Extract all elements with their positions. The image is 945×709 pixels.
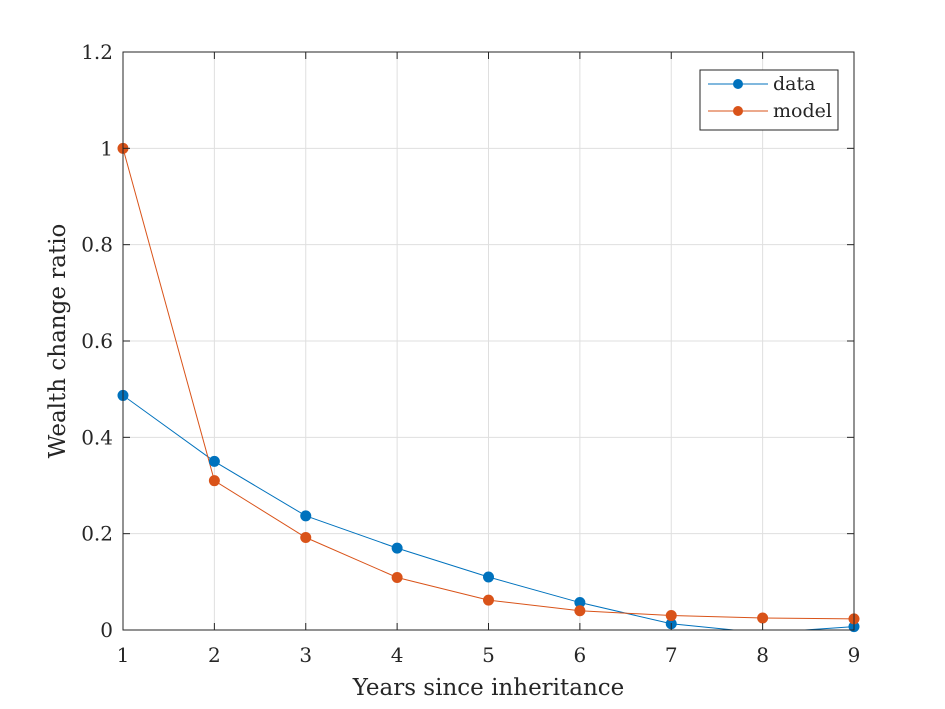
y-tick-label: 1.2 [81, 40, 113, 64]
y-tick-label: 0.2 [81, 522, 113, 546]
data-point-model [483, 594, 494, 606]
x-tick-label: 4 [391, 643, 404, 667]
x-tick-label: 7 [665, 643, 678, 667]
y-tick-label: 1 [100, 136, 113, 160]
data-point-data [483, 571, 494, 583]
data-point-model [391, 571, 403, 583]
data-point-data [208, 455, 220, 467]
data-markers [117, 142, 860, 633]
data-point-data [391, 542, 403, 554]
y-tick-label: 0 [100, 618, 113, 642]
y-tick-label: 0.8 [81, 233, 113, 257]
data-point-model [300, 532, 312, 544]
x-tick-label: 3 [299, 643, 312, 667]
data-point-model [665, 610, 677, 622]
x-tick-label: 6 [574, 643, 587, 667]
x-axis-label: Years since inheritance [352, 675, 625, 701]
data-point-model [208, 475, 220, 487]
x-tick-label: 9 [848, 643, 861, 667]
axis-ticks: 1 2 3 4 5 6 7 8 9 0 0.2 0.4 0.6 0.8 1 1.2 [81, 40, 860, 667]
legend-label-model: model [773, 100, 832, 122]
legend-marker-data [733, 79, 743, 89]
data-point-model [574, 605, 586, 617]
x-tick-label: 8 [756, 643, 769, 667]
legend-box [699, 69, 839, 131]
x-tick-label: 1 [117, 643, 130, 667]
legend-marker-model [733, 106, 743, 116]
y-axis-label: Wealth change ratio [45, 224, 71, 459]
y-tick-label: 0.6 [81, 329, 113, 353]
y-tick-label: 0.4 [81, 425, 113, 449]
x-tick-label: 5 [482, 643, 495, 667]
data-point-model [757, 612, 769, 624]
legend: data model [699, 69, 839, 131]
legend-label-data: data [773, 73, 815, 95]
x-tick-label: 2 [208, 643, 221, 667]
data-point-data [300, 510, 312, 522]
